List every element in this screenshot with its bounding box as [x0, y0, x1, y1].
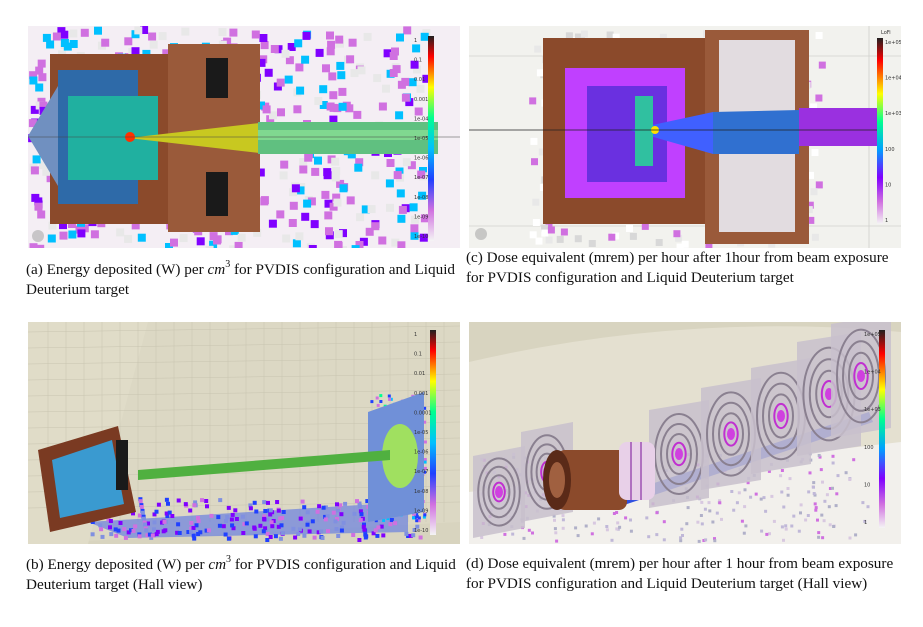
caption-b: (b) Energy deposited (W) per cm3 for PVD… [26, 554, 456, 594]
colorbar-b: 1 0.1 0.01 0.001 0.0001 1e-05 1e-06 1e-07 1e-08 1… [414, 330, 436, 535]
colorbar-tick-label: 1e-07 [414, 175, 428, 181]
colorbar-tick-label: 0.01 [414, 371, 425, 377]
colorbar-tick-label: 0.001 [414, 97, 428, 103]
colorbar-tick-label: 1e+03 [885, 111, 901, 117]
colorbar-d: 1e+05 1e+04 1e+03 100 10 1 [864, 330, 885, 528]
colorbar-tick-label: 1 [414, 332, 417, 338]
colorbar-tick-label: 1e-06 [414, 156, 428, 162]
colorbar-tick-label: 1e-04 [414, 116, 428, 122]
colorbar-tick-label: 1e+05 [864, 332, 881, 338]
colorbar-a: 1 0.1 0.01 0.001 1e-04 1e-05 1e-06 1e-07 1e-08 1e… [414, 36, 434, 241]
colorbar-tick-label: 1e-08 [414, 195, 428, 201]
colorbar-tick-label: 1e+05 [885, 40, 901, 46]
colorbar-c: LoFi 1e+05 1e+04 1e+03 100 10 1 [877, 30, 901, 224]
colorbar-tick-label: 1e-07 [414, 469, 428, 475]
figure-d-image: 1e+05 1e+04 1e+03 100 10 1 [469, 322, 901, 544]
caption-c: (c) Dose equivalent (mrem) per hour afte… [466, 249, 889, 286]
figure-b-image: 1 0.1 0.01 0.001 0.0001 1e-05 1e-06 1e-07 1e-08 1… [28, 322, 460, 544]
beam-pipe-c [799, 108, 879, 146]
orientation-axes-icon [475, 228, 487, 240]
colorbar-tick-label: 0.1 [414, 352, 422, 358]
colorbar-tick-label: 1e-10 [414, 234, 428, 240]
colorbar-tick-label: 100 [864, 445, 874, 451]
beam-pipe-b [138, 450, 390, 480]
colorbar-tick-label: 0.0001 [414, 410, 432, 416]
colorbar-tick-label: 1 [414, 38, 417, 44]
colorbar-tick-label: 10 [885, 182, 891, 188]
colorbar-tick-label: 1e-10 [414, 528, 428, 534]
caption-d: (d) Dose equivalent (mrem) per hour afte… [466, 555, 894, 592]
colorbar-tick-label: 0.1 [414, 58, 422, 64]
colorbar-tick-label: 1e-09 [414, 214, 428, 220]
figure-c-image: LoFi 1e+05 1e+04 1e+03 100 10 1 [469, 26, 901, 248]
colorbar-tick-label: 1e+04 [864, 370, 881, 376]
colorbar-tick-label: 1e-08 [414, 489, 428, 495]
colorbar-tick-label: 1e-05 [414, 136, 428, 142]
colorbar-tick-label: 1e-05 [414, 430, 428, 436]
orientation-axes-icon [32, 230, 44, 242]
colorbar-tick-label: 10 [864, 482, 870, 488]
colorbar-c-title: LoFi [881, 30, 891, 36]
colorbar-tick-label: 1e-06 [414, 450, 428, 456]
colorbar-tick-label: 1e-09 [414, 508, 428, 514]
colorbar-tick-label: 0.001 [414, 391, 428, 397]
colorbar-tick-label: 0.01 [414, 77, 425, 83]
colorbar-tick-label: 1 [885, 218, 888, 224]
colorbar-tick-label: 1e+04 [885, 76, 901, 82]
colorbar-tick-label: 100 [885, 147, 895, 153]
figure-a-image: 1 0.1 0.01 0.001 1e-04 1e-05 1e-06 1e-07 1e-08 1e… [28, 26, 460, 248]
detector-body-d [557, 450, 627, 510]
caption-a: (a) Energy deposited (W) per cm3 for PVD… [26, 259, 456, 299]
colorbar-tick-label: 1e+03 [864, 407, 881, 413]
colorbar-tick-label: 1 [864, 520, 867, 526]
